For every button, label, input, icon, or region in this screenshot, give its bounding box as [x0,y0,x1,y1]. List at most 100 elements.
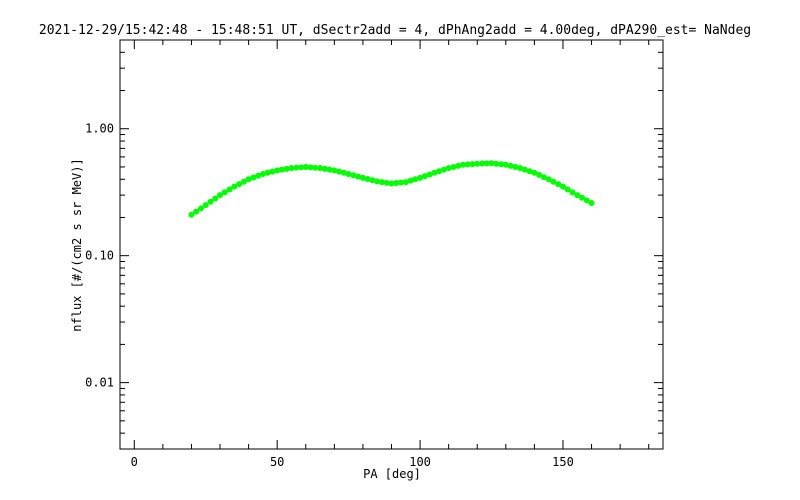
data-point [197,205,204,212]
data-point [569,189,576,196]
data-point [236,181,243,188]
data-point [374,178,381,185]
data-point [402,179,409,186]
data-point [540,174,547,181]
x-tick-label: 50 [270,455,284,469]
data-point [588,199,595,206]
data-point [507,162,514,169]
data-point [293,164,300,171]
data-point [355,173,362,180]
y-axis-label: nflux [#/(cm2 s sr MeV)] [70,158,84,331]
data-point [512,163,519,170]
data-point [264,169,271,176]
x-axis: 0 50 100 150 [131,40,650,469]
data-point [450,163,457,170]
data-point [226,186,233,193]
data-point [559,183,566,190]
data-point [545,176,552,183]
data-point [517,165,524,172]
data-point [431,169,438,176]
data-point [217,192,224,199]
y-tick-label: 0.01 [85,376,114,390]
data-point [245,176,252,183]
data-point [474,160,481,167]
data-point [407,177,414,184]
data-point [550,178,557,185]
data-point [459,161,466,168]
data-point [288,165,295,172]
plot-frame [119,39,664,450]
data-point [398,179,405,186]
data-point [493,160,500,167]
data-point [307,164,314,171]
data-point [302,163,309,170]
data-point [469,161,476,168]
data-point [393,180,400,187]
x-tick-label: 0 [131,455,138,469]
data-point [502,161,509,168]
data-point [364,176,371,183]
y-tick-label: 0.10 [85,249,114,263]
data-point [345,170,352,177]
data-point [250,174,257,181]
data-point [326,166,333,173]
data-point [445,165,452,172]
data-point [255,172,262,179]
data-point [221,189,228,196]
data-point [440,166,447,173]
data-point [207,198,214,205]
data-point [488,160,495,167]
data-point [312,164,319,171]
data-point [455,162,462,169]
chart-title: 2021-12-29/15:42:48 - 15:48:51 UT, dSect… [39,23,751,38]
data-point [331,167,338,174]
data-point [378,179,385,186]
data-point [483,160,490,167]
data-point [521,166,528,173]
data-point [412,176,419,183]
data-point [421,173,428,180]
data-point [383,179,390,186]
data-point [436,168,443,175]
data-point [574,192,581,199]
data-point [212,195,219,202]
data-point [188,211,195,218]
x-tick-label: 150 [552,455,574,469]
data-point [340,169,347,176]
data-point [369,177,376,184]
x-axis-label: PA [deg] [363,467,421,481]
data-point [274,167,281,174]
data-point [317,165,324,172]
data-point [564,186,571,193]
data-point [231,183,238,190]
data-point [259,170,266,177]
data-point [193,208,200,215]
data-points [188,160,595,218]
data-point [426,171,433,178]
y-tick-label: 1.00 [85,122,114,136]
data-point [278,166,285,173]
data-point [202,202,209,209]
data-point [479,160,485,167]
data-point [388,180,395,187]
data-point [359,174,366,181]
y-axis: 0.01 0.10 1.00 [85,39,663,450]
x-tick-label: 100 [409,455,431,469]
data-point [464,161,471,168]
data-point [555,181,562,188]
data-point [526,168,533,175]
data-point [531,169,538,176]
data-point [321,165,328,172]
data-point [298,164,304,171]
data-point [417,174,424,181]
data-point [498,161,505,168]
data-point [283,165,290,172]
data-point [350,172,357,179]
data-point [269,168,276,175]
data-point [579,194,586,201]
data-point [583,197,590,204]
data-point [336,168,343,175]
data-point [536,171,543,178]
data-point [240,178,247,185]
